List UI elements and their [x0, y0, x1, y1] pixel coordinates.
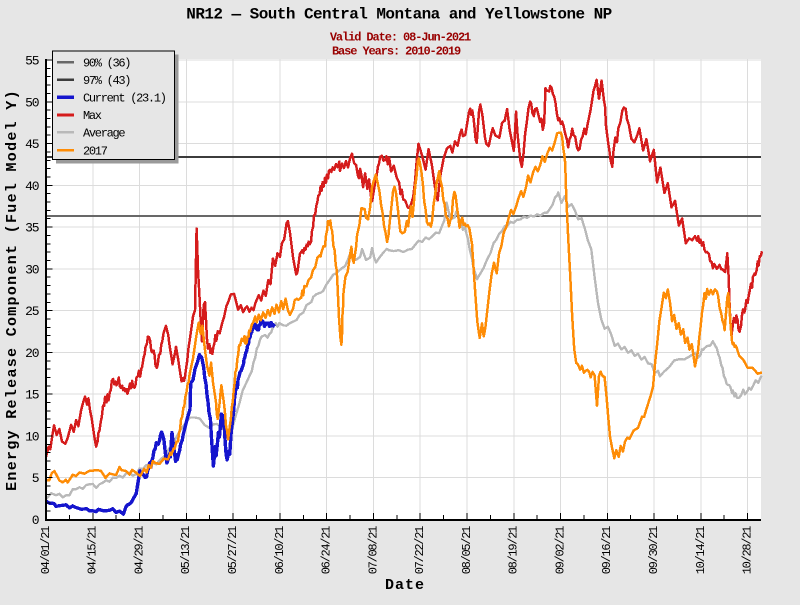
svg-text:10: 10	[25, 430, 39, 445]
svg-text:NR12 — South Central Montana a: NR12 — South Central Montana and Yellows…	[186, 6, 611, 24]
svg-text:04/15/21: 04/15/21	[86, 526, 100, 574]
svg-text:09/16/21: 09/16/21	[600, 526, 614, 574]
svg-text:04/01/21: 04/01/21	[39, 526, 53, 574]
svg-text:08/05/21: 08/05/21	[460, 526, 474, 574]
svg-text:0: 0	[32, 513, 39, 528]
svg-text:08/19/21: 08/19/21	[507, 526, 521, 574]
svg-text:Average: Average	[83, 127, 125, 141]
svg-text:25: 25	[25, 304, 39, 319]
svg-text:15: 15	[25, 388, 39, 403]
svg-text:Current (23.1): Current (23.1)	[83, 92, 166, 106]
svg-text:45: 45	[25, 137, 39, 152]
svg-text:97% (43): 97% (43)	[83, 74, 130, 88]
svg-text:50: 50	[25, 95, 39, 110]
svg-text:30: 30	[25, 262, 39, 277]
svg-text:05/13/21: 05/13/21	[179, 526, 193, 574]
svg-text:Energy Release Component (Fuel: Energy Release Component (Fuel Model Y)	[4, 89, 21, 491]
svg-text:Valid Date: 08-Jun-2021: Valid Date: 08-Jun-2021	[330, 31, 471, 45]
svg-text:Date: Date	[385, 577, 425, 594]
svg-text:90% (36): 90% (36)	[83, 56, 130, 70]
svg-text:55: 55	[25, 54, 39, 69]
svg-text:35: 35	[25, 221, 39, 236]
svg-text:09/30/21: 09/30/21	[647, 526, 661, 574]
svg-text:10/28/21: 10/28/21	[741, 526, 755, 574]
svg-text:06/10/21: 06/10/21	[273, 526, 287, 574]
svg-text:05/27/21: 05/27/21	[226, 526, 240, 574]
svg-text:Max: Max	[83, 109, 102, 123]
svg-text:10/14/21: 10/14/21	[694, 526, 708, 574]
svg-text:40: 40	[25, 179, 39, 194]
svg-text:07/22/21: 07/22/21	[413, 526, 427, 574]
svg-text:09/02/21: 09/02/21	[553, 526, 567, 574]
svg-text:07/08/21: 07/08/21	[366, 526, 380, 574]
svg-text:5: 5	[32, 471, 39, 486]
svg-text:Base Years: 2010-2019: Base Years: 2010-2019	[332, 45, 461, 59]
svg-text:2017: 2017	[83, 144, 108, 158]
svg-text:06/24/21: 06/24/21	[320, 526, 334, 574]
svg-text:20: 20	[25, 346, 39, 361]
svg-text:04/29/21: 04/29/21	[133, 526, 147, 574]
